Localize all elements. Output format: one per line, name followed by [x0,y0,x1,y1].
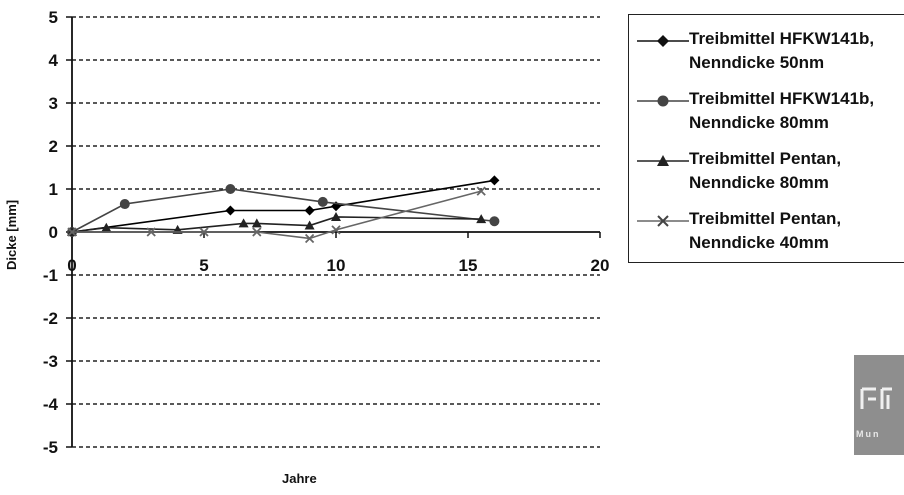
y-tick-label: -2 [43,309,58,328]
series-line [71,216,482,233]
data-point [304,205,315,216]
tick-labels: -5 -4 -3 -2 -1 0 1 2 3 4 5 0 5 10 15 20 [43,8,610,457]
series-1 [67,184,500,237]
grid-lines [72,16,600,448]
data-point [238,218,249,228]
data-point [67,227,77,237]
legend-triangle-icon [637,155,689,166]
y-tick-label: -3 [43,352,58,371]
legend-label: Treibmittel HFKW141b, Nenndicke 80mm [689,89,875,132]
data-point [489,216,500,227]
data-point [199,227,209,237]
x-tick-label: 5 [199,256,208,275]
series-group [67,175,500,244]
y-tick-label: -5 [43,438,58,457]
y-tick-label: -4 [43,395,59,414]
y-tick-label: 4 [49,51,59,70]
y-tick-label: -1 [43,266,58,285]
series-3 [67,186,486,244]
x-tick-label: 0 [67,256,76,275]
data-point [476,214,487,224]
data-point [331,211,341,221]
y-axis-label: Dicke [mm] [4,199,19,270]
data-point [304,233,315,244]
data-point [476,186,486,196]
y-tick-label: 0 [49,223,58,242]
data-point [304,220,315,230]
legend-diamond-icon [637,35,689,47]
data-point [119,199,130,210]
legend: Treibmittel HFKW141b, Nenndicke 50nm Tre… [628,14,904,263]
y-tick-label: 5 [49,8,58,27]
data-point [251,218,262,228]
y-tick-label: 1 [49,180,58,199]
legend-label: Treibmittel Pentan, Nenndicke 80mm [689,149,842,192]
logo-mark-icon [860,387,892,409]
institute-logo: Mun [854,355,904,455]
data-point [225,205,236,216]
legend-label: Treibmittel Pentan, Nenndicke 40mm [689,209,842,252]
data-point [317,196,328,207]
logo-text: Mun [856,429,881,439]
legend-label: Treibmittel HFKW141b, Nenndicke 50nm [689,29,875,72]
x-tick-label: 20 [591,256,610,275]
x-tick-label: 10 [327,256,346,275]
y-tick-label: 2 [49,137,58,156]
data-point [225,184,236,194]
y-tick-label: 3 [49,94,58,113]
legend-x-icon [637,215,689,227]
data-point [489,175,500,186]
x-axis-label: Jahre [282,471,317,486]
legend-circle-icon [637,95,689,107]
x-tick-label: 15 [459,256,478,275]
data-point [146,227,156,237]
data-point [252,227,262,237]
data-point [101,222,112,232]
data-point [331,225,341,235]
